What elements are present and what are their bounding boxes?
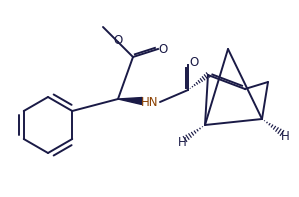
Text: H: H: [281, 129, 289, 142]
Text: O: O: [158, 43, 168, 56]
Polygon shape: [118, 98, 142, 104]
Text: O: O: [113, 33, 123, 46]
Text: O: O: [189, 56, 199, 69]
Text: H: H: [178, 136, 186, 149]
Text: HN: HN: [141, 96, 159, 109]
